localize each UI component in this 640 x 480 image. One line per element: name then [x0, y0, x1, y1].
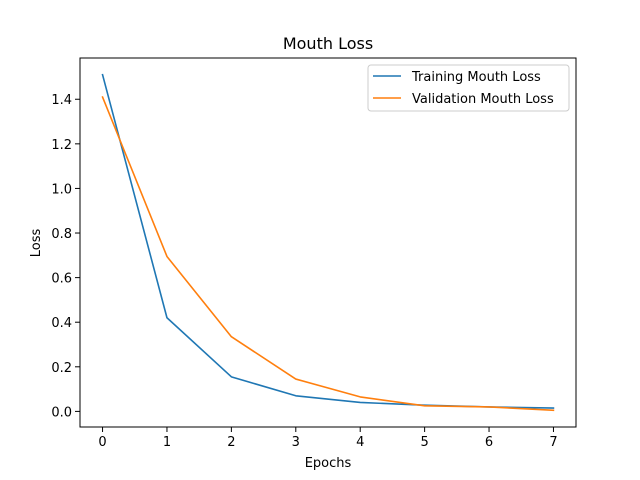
y-tick-label: 0.4	[51, 316, 72, 331]
legend-box	[367, 64, 570, 112]
x-tick-label: 7	[549, 435, 557, 450]
x-tick-label: 0	[98, 435, 106, 450]
y-tick-label: 0.8	[51, 227, 72, 242]
legend-label: Validation Mouth Loss	[412, 92, 554, 107]
y-tick-label: 1.2	[51, 138, 72, 153]
plot-frame	[79, 57, 577, 428]
y-tick-label: 1.0	[51, 182, 72, 197]
y-tick-label: 1.4	[51, 93, 72, 108]
x-tick-label: 5	[420, 435, 428, 450]
legend: Training Mouth Loss Validation Mouth Loss	[367, 64, 570, 112]
y-tick-label: 0.6	[51, 272, 72, 287]
x-tick-label: 1	[163, 435, 171, 450]
series-line-training	[101, 73, 555, 409]
series-line-validation	[101, 95, 555, 412]
legend-label: Training Mouth Loss	[411, 70, 541, 85]
chart-title: Mouth Loss	[283, 34, 373, 53]
x-tick-label: 4	[356, 435, 364, 450]
series-layer	[101, 73, 555, 412]
x-tick-label: 3	[292, 435, 300, 450]
x-tick-label: 2	[227, 435, 235, 450]
y-tick-label: 0.0	[51, 405, 72, 420]
x-tick-label: 6	[485, 435, 493, 450]
y-axis: 0.0 0.2 0.4 0.6 0.8 1.0 1.2 1.4	[51, 93, 80, 420]
x-axis-label: Epochs	[305, 456, 352, 471]
y-tick-label: 0.2	[51, 361, 72, 376]
y-axis-label: Loss	[29, 229, 44, 258]
x-axis: 0 1 2 3 4 5 6 7	[98, 427, 558, 450]
